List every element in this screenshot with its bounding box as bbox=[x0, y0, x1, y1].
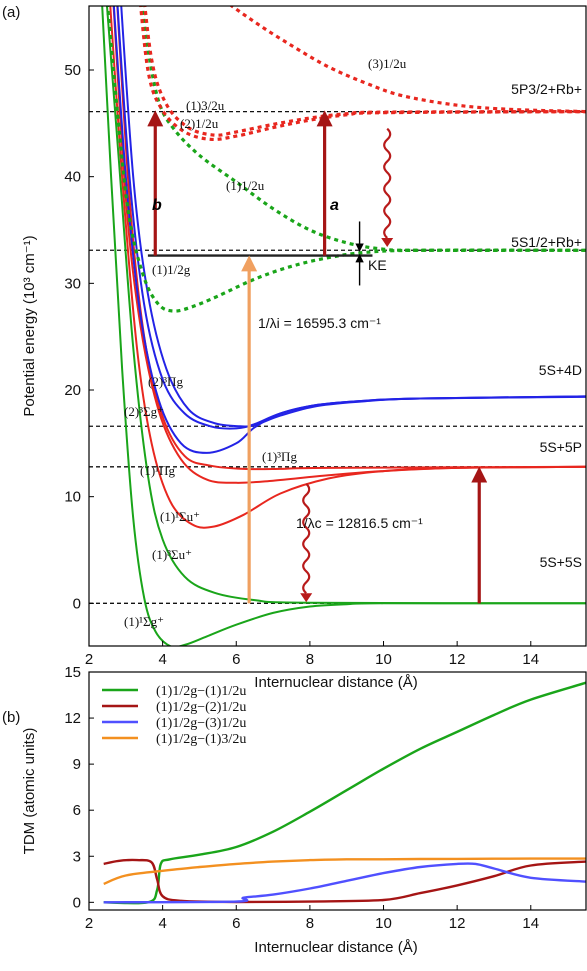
asymptote-label-5s5p: 5S+5P bbox=[540, 439, 582, 455]
x-tick-label-a: 4 bbox=[158, 651, 166, 668]
x-tick-label-a: 10 bbox=[375, 651, 392, 668]
x-axis-label-a: Internuclear distance (Å) bbox=[254, 674, 417, 691]
asymptote-label-ion-s: 5S1/2+Rb+ bbox=[511, 234, 582, 250]
label-a: a bbox=[330, 197, 339, 214]
x-tick-label-b: 8 bbox=[306, 915, 314, 932]
curve-label-1sg: (1)¹Σg⁺ bbox=[124, 614, 164, 629]
curve-3 bbox=[112, 6, 586, 484]
curve-label-1half-u: (1)1/2u bbox=[226, 178, 265, 193]
curve-label-1half-g: (1)1/2g bbox=[152, 262, 191, 277]
curve-label-1su-triplet: (1)³Σu⁺ bbox=[152, 547, 192, 562]
curve-1 bbox=[105, 6, 586, 605]
x-tick-label-b: 6 bbox=[232, 915, 240, 932]
potential-curves bbox=[101, 6, 586, 646]
lambda-i-label: 1/λi = 16595.3 cm⁻¹ bbox=[258, 315, 381, 331]
wavy-arrow-head-1 bbox=[300, 593, 313, 603]
wavy-arrow-1 bbox=[302, 483, 311, 595]
label-b: b bbox=[152, 197, 162, 214]
x-axis-label-b: Internuclear distance (Å) bbox=[254, 939, 417, 956]
y-tick-label-a: 10 bbox=[64, 489, 81, 506]
y-axis-label-b: TDM (atomic units) bbox=[21, 728, 38, 855]
curve-label-1three-half-u: (1)3/2u bbox=[186, 98, 225, 113]
curve-11 bbox=[143, 6, 586, 137]
tdm-curves bbox=[103, 681, 586, 905]
legend-label-1: (1)1/2g−(2)1/2u bbox=[156, 700, 246, 715]
x-tick-label-a: 2 bbox=[85, 651, 93, 668]
plot-frame-b bbox=[88, 671, 587, 911]
x-tick-label-a: 14 bbox=[522, 651, 539, 668]
x-tick-label-b: 14 bbox=[522, 915, 539, 932]
asymptote-label-5s5s: 5S+5S bbox=[540, 554, 582, 570]
y-tick-label-b: 6 bbox=[73, 802, 81, 819]
y-tick-label-b: 3 bbox=[73, 848, 81, 865]
axis-ticks-b: 2 4 6 8 10 12 14 0 3 6 9 12 15 bbox=[64, 664, 539, 932]
panel-b-label: (b) bbox=[2, 709, 20, 726]
curve-label-2sg: (2)³Σg⁺ bbox=[124, 404, 164, 419]
asymptote-labels: 5S+5S 5S+5P 5S+4D 5S1/2+Rb+ 5P3/2+Rb+ bbox=[511, 81, 582, 570]
legend-label-3: (1)1/2g−(1)3/2u bbox=[156, 732, 246, 747]
curve-6 bbox=[116, 6, 586, 430]
panel-a-label: (a) bbox=[2, 4, 20, 21]
ke-label: KE bbox=[368, 257, 387, 273]
x-tick-label-b: 10 bbox=[375, 915, 392, 932]
curve-4 bbox=[116, 6, 586, 471]
tdm-curve-3 bbox=[103, 857, 586, 886]
y-tick-label-b: 15 bbox=[64, 664, 81, 681]
y-tick-label-b: 0 bbox=[73, 894, 81, 911]
x-tick-label-a: 12 bbox=[449, 651, 466, 668]
curve-0 bbox=[101, 6, 586, 646]
asymptote-label-ion-p: 5P3/2+Rb+ bbox=[511, 81, 582, 97]
y-tick-label-b: 9 bbox=[73, 756, 81, 773]
x-tick-label-b: 4 bbox=[158, 915, 166, 932]
y-axis-label-a: Potential energy (10³ cm⁻¹) bbox=[21, 235, 38, 416]
legend-label-2: (1)1/2g−(3)1/2u bbox=[156, 716, 246, 731]
panel-b: (b) 2 4 6 8 10 12 14 0 3 6 9 12 15 Internuclear dist… bbox=[2, 664, 587, 956]
curve-label-1pg-triplet: (1)³Πg bbox=[262, 449, 297, 464]
curve-8 bbox=[105, 6, 586, 313]
asymptote-label-5s4d: 5S+4D bbox=[539, 362, 582, 378]
annotations bbox=[147, 110, 488, 604]
curve-label-2half-u: (2)1/2u bbox=[180, 116, 219, 131]
curve-label-1pg: (1)¹Πg bbox=[140, 463, 175, 478]
y-tick-label-a: 30 bbox=[64, 275, 81, 292]
curve-label-1su: (1)¹Σu⁺ bbox=[160, 509, 200, 524]
tdm-curve-0 bbox=[103, 681, 586, 905]
curve-label-3half-u: (3)1/2u bbox=[368, 56, 407, 71]
axis-ticks-a: 2 4 6 8 10 12 14 0 10 20 30 40 50 bbox=[64, 62, 539, 668]
plot-frame-a bbox=[88, 5, 587, 647]
tdm-curve-2 bbox=[103, 862, 586, 904]
wavy-arrow-0 bbox=[383, 127, 392, 239]
curve-labels: (1)¹Σg⁺ (1)³Σu⁺ (1)¹Σu⁺ (1)¹Πg (1)³Πg (2… bbox=[124, 56, 407, 629]
curve-label-2pg: (2)³Πg bbox=[148, 374, 183, 389]
legend-b: (1)1/2g−(1)1/2u(1)1/2g−(2)1/2u(1)1/2g−(3… bbox=[102, 684, 246, 747]
y-tick-label-a: 20 bbox=[64, 382, 81, 399]
x-tick-label-a: 6 bbox=[232, 651, 240, 668]
curve-7 bbox=[120, 6, 586, 428]
y-tick-label-a: 40 bbox=[64, 169, 81, 186]
curve-12 bbox=[229, 6, 586, 114]
x-tick-label-b: 2 bbox=[85, 915, 93, 932]
wavy-arrow-head-0 bbox=[381, 238, 394, 247]
y-tick-label-b: 12 bbox=[64, 710, 81, 727]
y-tick-label-a: 0 bbox=[73, 595, 81, 612]
x-tick-label-b: 12 bbox=[449, 915, 466, 932]
y-tick-label-a: 50 bbox=[64, 62, 81, 79]
legend-label-0: (1)1/2g−(1)1/2u bbox=[156, 684, 246, 699]
x-tick-label-a: 8 bbox=[306, 651, 314, 668]
lambda-c-label: 1/λc = 12816.5 cm⁻¹ bbox=[296, 515, 423, 531]
panel-a: (a) 2 4 6 8 10 12 14 0 10 20 30 40 50 Internuclear d… bbox=[2, 4, 587, 691]
